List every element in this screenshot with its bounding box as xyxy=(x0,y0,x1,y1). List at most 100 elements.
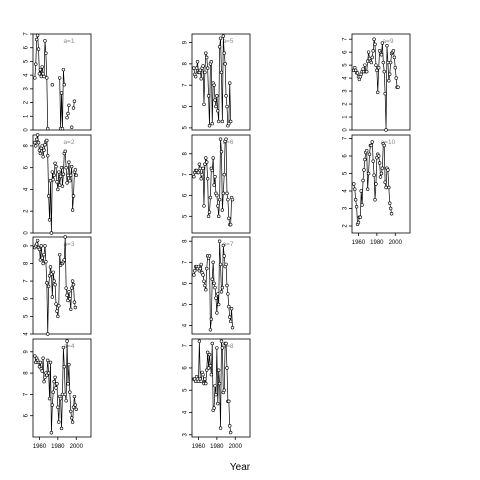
data-point xyxy=(34,62,38,66)
panel-label: a=4 xyxy=(63,343,74,350)
data-point xyxy=(221,34,226,38)
data-point xyxy=(43,375,47,380)
data-point xyxy=(365,149,369,153)
data-point xyxy=(198,68,202,72)
data-point xyxy=(65,293,69,297)
panel-label: a=8 xyxy=(222,343,233,350)
data-point xyxy=(68,390,72,394)
data-point xyxy=(356,220,361,225)
data-point xyxy=(224,94,228,98)
panel-label: a=2 xyxy=(63,139,74,146)
data-point xyxy=(41,356,45,360)
y-tick-label: 1 xyxy=(342,115,348,119)
data-point xyxy=(374,182,378,186)
data-point xyxy=(70,279,75,283)
data-point xyxy=(371,159,375,163)
data-point xyxy=(64,165,68,170)
data-point xyxy=(41,261,45,266)
y-tick-label: 6 xyxy=(23,296,29,300)
data-point xyxy=(67,160,71,164)
x-tick-label: 2000 xyxy=(389,240,403,246)
data-point xyxy=(373,198,377,202)
y-tick-label: 8 xyxy=(23,371,29,375)
data-point xyxy=(367,152,372,156)
data-point xyxy=(369,60,374,65)
x-tick-label: 2000 xyxy=(70,444,84,450)
y-tick-label: 2 xyxy=(342,224,348,228)
data-point xyxy=(208,195,213,200)
data-point xyxy=(70,208,75,212)
y-tick-label: 2 xyxy=(23,100,29,104)
data-point xyxy=(225,191,229,196)
data-point xyxy=(207,254,212,258)
data-point xyxy=(225,366,229,370)
y-tick-label: 7 xyxy=(182,343,188,347)
y-tick-label: 4 xyxy=(182,323,188,327)
data-point xyxy=(386,60,390,65)
data-point xyxy=(44,259,48,264)
data-point xyxy=(69,307,73,312)
data-point xyxy=(73,403,78,407)
data-point xyxy=(51,270,55,274)
data-point xyxy=(362,168,366,172)
data-point xyxy=(67,103,71,108)
data-point xyxy=(221,243,226,248)
panel-3: 4 5 6 7 8 9 a=3 xyxy=(23,235,92,336)
y-tick-label: 0 xyxy=(23,128,29,132)
data-point xyxy=(198,166,202,171)
data-point xyxy=(212,83,216,87)
data-point xyxy=(373,42,377,47)
data-point xyxy=(56,187,60,192)
data-point xyxy=(201,372,205,377)
data-point xyxy=(217,45,222,49)
data-point xyxy=(354,205,359,209)
y-tick-label: 4 xyxy=(342,76,348,80)
data-point xyxy=(60,184,65,188)
data-point xyxy=(52,379,56,384)
data-point xyxy=(388,201,392,205)
data-point xyxy=(57,420,61,424)
data-point xyxy=(217,302,221,307)
data-point xyxy=(227,399,231,404)
y-tick-label: 6 xyxy=(23,165,29,169)
data-point xyxy=(61,345,66,350)
data-point xyxy=(73,168,78,172)
data-point xyxy=(41,155,45,159)
data-point xyxy=(39,244,43,248)
data-point xyxy=(64,399,68,403)
data-point xyxy=(217,214,221,219)
data-point xyxy=(210,341,214,346)
panel-label: a=10 xyxy=(381,139,396,146)
data-point xyxy=(379,171,384,176)
y-tick-label: 7 xyxy=(23,32,29,36)
data-point xyxy=(210,121,214,126)
data-point xyxy=(377,161,382,165)
data-point xyxy=(372,173,376,177)
data-point xyxy=(34,137,39,142)
data-point xyxy=(372,37,376,41)
data-point xyxy=(366,50,371,54)
data-point xyxy=(62,258,67,262)
y-tick-label: 7 xyxy=(23,279,29,283)
data-point xyxy=(383,91,387,96)
panel-label: a=9 xyxy=(382,38,393,45)
data-point xyxy=(197,162,202,166)
data-point xyxy=(358,215,362,219)
data-point xyxy=(355,71,360,75)
data-point xyxy=(220,119,225,124)
data-point xyxy=(59,165,64,170)
data-point xyxy=(371,49,375,53)
panel-8: 3 4 5 6 7 1960 1980 2000 a=8 xyxy=(182,338,251,450)
data-point xyxy=(226,197,230,202)
data-point xyxy=(360,203,364,207)
data-point xyxy=(71,194,76,198)
data-point xyxy=(55,382,59,386)
panel-7: 4 5 6 7 8 a=7 xyxy=(182,236,251,335)
data-point xyxy=(393,66,397,70)
data-point xyxy=(53,161,57,166)
data-point xyxy=(64,286,68,290)
y-tick-label: 1 xyxy=(23,114,29,118)
data-point xyxy=(212,406,216,410)
data-point xyxy=(69,286,74,290)
y-tick-label: 5 xyxy=(342,63,348,67)
